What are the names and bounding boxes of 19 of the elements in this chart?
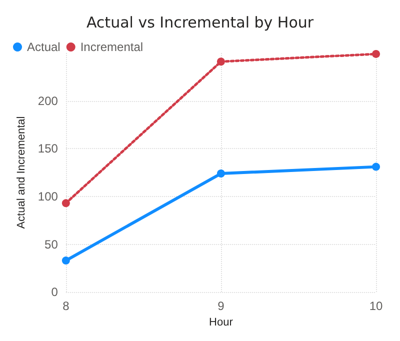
point: [216, 58, 225, 66]
y-tick-label: 0: [51, 285, 58, 300]
x-axis-title: Hour: [209, 316, 234, 328]
y-tick-label: 100: [38, 189, 58, 204]
y-tick-label: 50: [44, 237, 58, 252]
point: [216, 170, 225, 178]
point: [372, 50, 380, 58]
point: [62, 199, 70, 208]
legend-label: Actual: [27, 40, 60, 54]
legend-label: Incremental: [80, 40, 144, 54]
x-tick-label: 9: [218, 299, 225, 314]
x-tick-label: 8: [62, 299, 70, 314]
y-axis-title: Actual and Incremental: [16, 116, 28, 229]
y-tick-label: 200: [38, 94, 58, 108]
point: [62, 256, 70, 265]
chart-title: Actual vs Incremental by Hour: [86, 14, 314, 32]
x-tick-label: 10: [369, 299, 383, 314]
y-tick-label: 150: [38, 142, 58, 156]
point: [372, 162, 380, 171]
